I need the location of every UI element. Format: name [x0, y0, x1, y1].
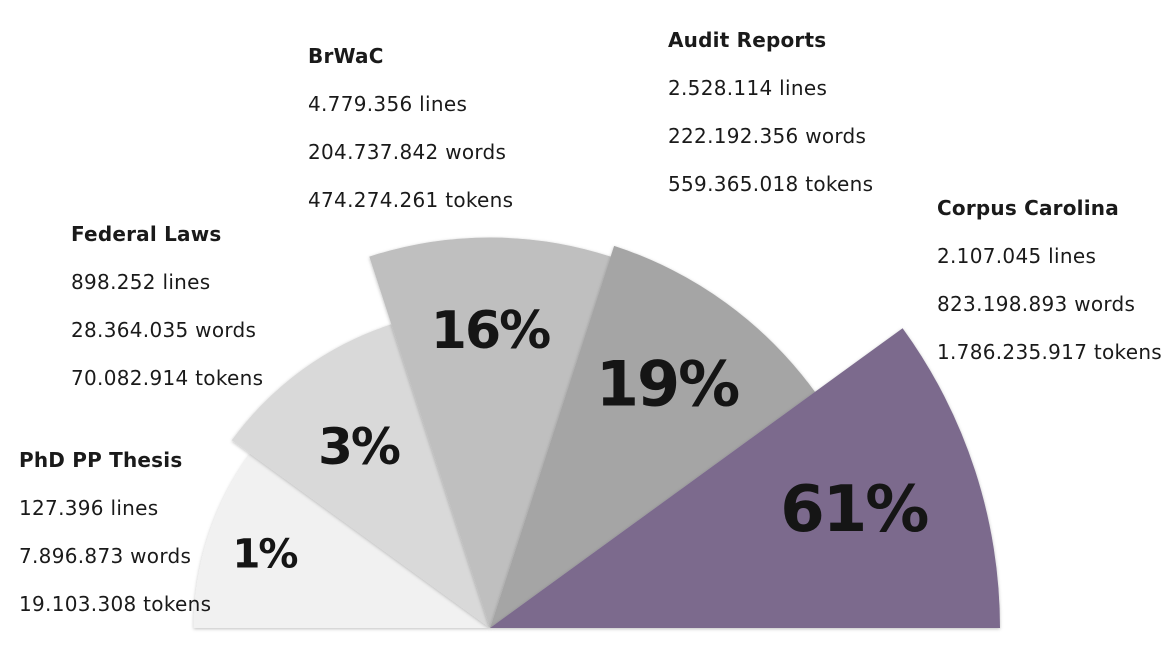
words-count: 204.737.842 words: [308, 140, 507, 164]
lines-count: 127.396 lines: [19, 496, 159, 520]
words-count: 7.896.873 words: [19, 544, 192, 568]
tokens-count: 474.274.261 tokens: [308, 188, 514, 212]
slice-brwac: [369, 237, 611, 628]
legend-block-federal-laws: Federal Laws 898.252 lines 28.364.035 wo…: [71, 222, 263, 390]
tokens-count: 19.103.308 tokens: [19, 592, 212, 616]
percent-label-brwac: 16%: [431, 301, 550, 361]
slice-federal-laws: [231, 324, 490, 628]
legend-block-corpus-carolina: Corpus Carolina 2.107.045 lines 823.198.…: [937, 196, 1162, 364]
lines-count: 2.107.045 lines: [937, 244, 1097, 268]
legend-block-brwac: BrWaC 4.779.356 lines 204.737.842 words …: [308, 44, 513, 212]
series-name: PhD PP Thesis: [19, 448, 183, 472]
legend-block-audit-reports: Audit Reports 2.528.114 lines 222.192.35…: [668, 28, 873, 196]
lines-count: 2.528.114 lines: [668, 76, 828, 100]
series-name: Audit Reports: [668, 28, 827, 52]
slice-phd-pp-thesis: [193, 453, 490, 628]
slice-audit-reports: [490, 245, 815, 628]
words-count: 222.192.356 words: [668, 124, 867, 148]
lines-count: 4.779.356 lines: [308, 92, 468, 116]
lines-count: 898.252 lines: [71, 270, 211, 294]
slice-corpus-carolina: [490, 328, 1000, 628]
percent-label-corpus-carolina: 61%: [780, 473, 928, 547]
words-count: 823.198.893 words: [937, 292, 1136, 316]
tokens-count: 70.082.914 tokens: [71, 366, 264, 390]
words-count: 28.364.035 words: [71, 318, 257, 342]
tokens-count: 559.365.018 tokens: [668, 172, 874, 196]
series-name: BrWaC: [308, 44, 384, 68]
series-name: Federal Laws: [71, 222, 222, 246]
tokens-count: 1.786.235.917 tokens: [937, 340, 1163, 364]
percent-label-audit-reports: 19%: [596, 348, 739, 421]
series-name: Corpus Carolina: [937, 196, 1119, 220]
percent-label-federal-laws: 3%: [318, 418, 400, 476]
legend-block-phd-pp-thesis: PhD PP Thesis 127.396 lines 7.896.873 wo…: [19, 448, 211, 616]
percent-label-phd-pp-thesis: 1%: [233, 532, 298, 578]
